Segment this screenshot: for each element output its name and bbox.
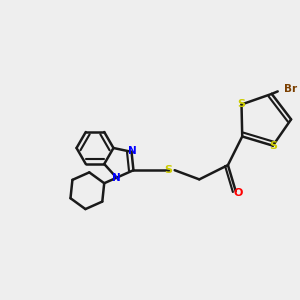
Text: N: N xyxy=(112,173,121,183)
Text: O: O xyxy=(233,188,242,198)
Text: S: S xyxy=(269,141,277,151)
Text: Br: Br xyxy=(284,84,297,94)
Text: N: N xyxy=(128,146,137,156)
Text: S: S xyxy=(165,165,173,175)
Text: S: S xyxy=(238,100,245,110)
